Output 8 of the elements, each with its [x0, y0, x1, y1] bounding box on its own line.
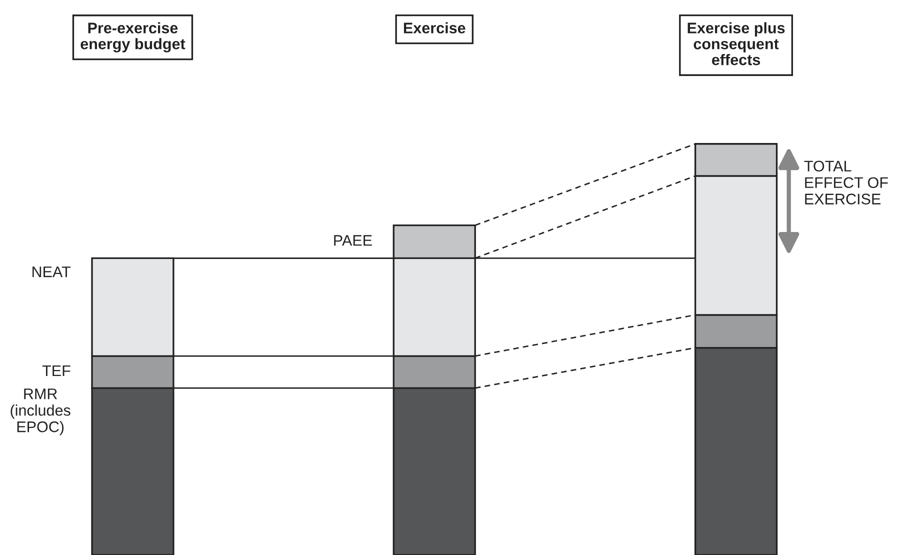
x-tick-label: Exercise plus consequent effects — [688, 22, 785, 66]
series-label: RMR (includes EPOC) — [10, 388, 70, 436]
x-tick-label: Pre-exercise energy budget — [80, 22, 186, 52]
series-label: NEAT — [32, 266, 71, 278]
series-label: TEF — [42, 365, 70, 376]
series-label: PAEE — [334, 235, 372, 246]
annotation: TOTAL EFFECT OF EXERCISE — [804, 160, 888, 204]
x-tick-label: Exercise — [404, 22, 466, 34]
